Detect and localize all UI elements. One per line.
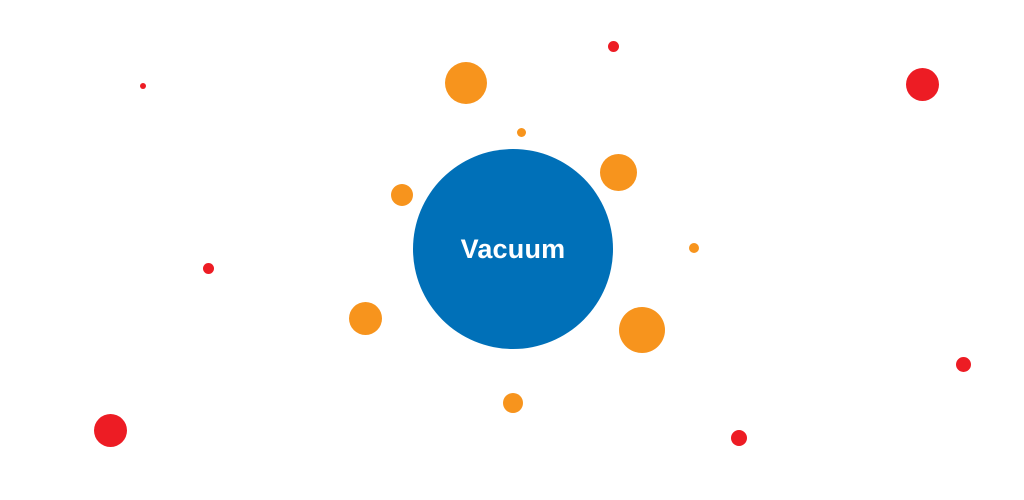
red-particle [608, 41, 619, 52]
orange-particle [349, 302, 382, 335]
red-particle [203, 263, 214, 274]
red-particle [956, 357, 971, 372]
orange-particle [600, 154, 637, 191]
vacuum-label: Vacuum [460, 233, 566, 264]
orange-particle [391, 184, 413, 206]
orange-particle [619, 307, 665, 353]
vacuum-node: Vacuum [413, 149, 613, 349]
red-particle [94, 414, 127, 447]
orange-particle [689, 243, 699, 253]
orange-particle [517, 128, 526, 137]
orange-particle [445, 62, 487, 104]
red-particle [731, 430, 747, 446]
red-particle [140, 83, 146, 89]
red-particle [906, 68, 939, 101]
orange-particle [503, 393, 523, 413]
